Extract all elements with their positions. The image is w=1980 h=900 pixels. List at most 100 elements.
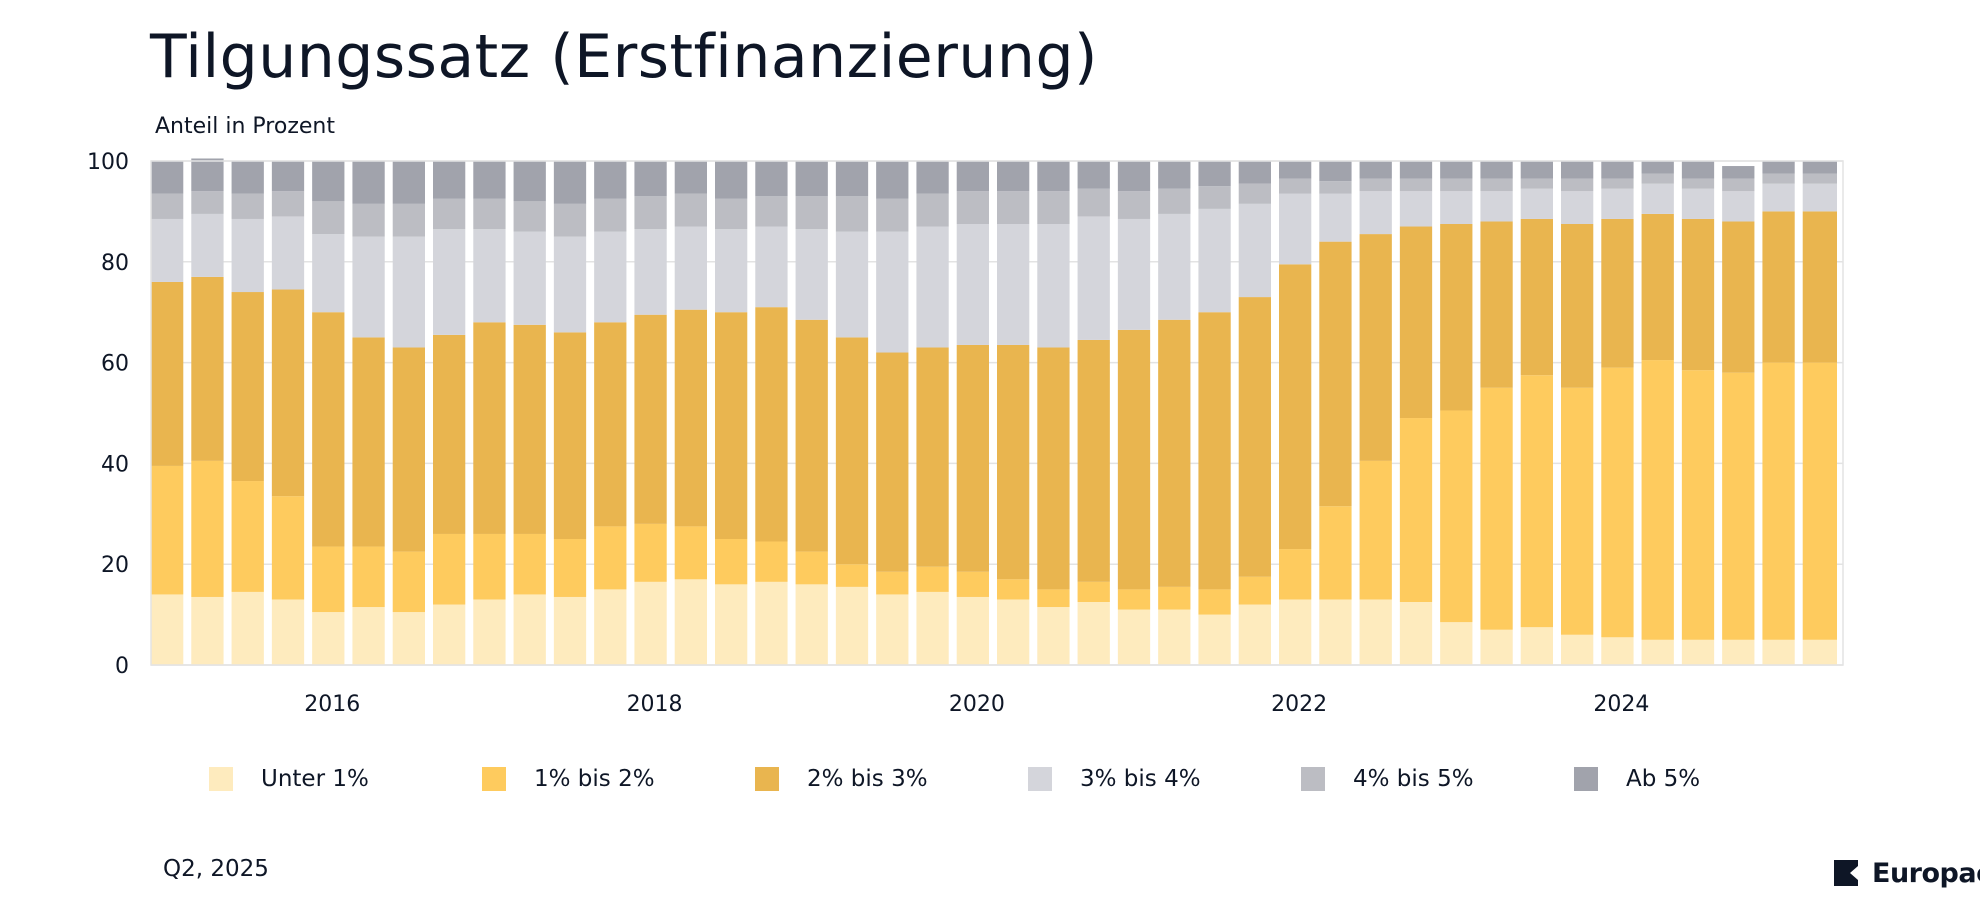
bar-segment <box>916 161 949 194</box>
bar-segment <box>876 231 909 353</box>
bar-segment <box>835 161 869 197</box>
bar-segment <box>634 161 667 197</box>
bar-segment <box>433 334 466 534</box>
bar-segment <box>997 161 1030 192</box>
bar-segment <box>1520 627 1553 665</box>
bar-segment <box>956 191 989 224</box>
bar-segment <box>1158 586 1191 610</box>
x-tick-label: 2016 <box>304 692 360 717</box>
bar-segment <box>1601 188 1634 219</box>
bar-segment <box>594 231 627 323</box>
bar-segment <box>674 161 707 194</box>
bar-segment <box>1279 264 1312 550</box>
bar-segment <box>191 596 224 665</box>
bar-segment <box>916 226 949 348</box>
bar-segment <box>1319 241 1352 507</box>
chart-title: Tilgungssatz (Erstfinanzierung) <box>150 22 1098 92</box>
legend-label: 1% bis 2% <box>534 766 655 792</box>
bar-segment <box>231 161 264 194</box>
bar-segment <box>1037 607 1070 665</box>
bar-segment <box>433 161 466 199</box>
bar-segment <box>1238 576 1271 605</box>
bar-segment <box>151 161 184 194</box>
bar-segment <box>191 460 224 597</box>
legend-label: 3% bis 4% <box>1080 766 1201 792</box>
bar-segment <box>795 319 828 552</box>
bar-segment <box>997 224 1030 345</box>
bar-segment <box>1681 639 1715 665</box>
bar-segment <box>1319 161 1352 182</box>
bar-segment <box>1037 161 1070 192</box>
x-tick-label: 2020 <box>949 692 1005 717</box>
bar-segment <box>755 161 788 197</box>
bar-segment <box>553 596 587 665</box>
bar-segment <box>1601 637 1634 665</box>
bar-segment <box>1359 599 1392 665</box>
bar-segment <box>1520 178 1553 189</box>
bar-segment <box>392 612 425 665</box>
bar-segment <box>352 236 385 338</box>
bar-segment <box>674 579 707 665</box>
bar-segment <box>1359 460 1392 600</box>
bar-segment <box>755 196 788 227</box>
bar-segment <box>1802 161 1837 174</box>
bar-segment <box>392 551 425 613</box>
bar-segment <box>1722 372 1755 640</box>
brand-name: Europace <box>1872 858 1980 889</box>
bar-segment <box>997 344 1030 580</box>
bar-segment <box>674 193 707 227</box>
bar-segment <box>1158 161 1191 189</box>
bar-segment <box>151 594 184 665</box>
bar-segment <box>1399 226 1433 419</box>
bar-segment <box>1802 183 1837 212</box>
bar-segment <box>392 203 425 237</box>
bar-segment <box>1198 312 1231 590</box>
bar-segment <box>1601 178 1634 189</box>
bar-segment <box>1762 183 1795 212</box>
bar-segment <box>594 161 627 199</box>
bar-segment <box>553 332 587 539</box>
legend-swatch <box>755 767 779 791</box>
bar-segment <box>755 581 788 665</box>
bar-segment <box>876 594 909 665</box>
bar-segment <box>1561 634 1594 665</box>
bar-segment <box>1037 347 1070 590</box>
bar-segment <box>1440 191 1473 224</box>
bar-segment <box>876 571 909 595</box>
bar-segment <box>1158 188 1191 214</box>
bar-segment <box>1359 234 1392 461</box>
bar-segment <box>1158 609 1191 665</box>
legend-label: 2% bis 3% <box>807 766 928 792</box>
bar-segment <box>1077 339 1110 582</box>
legend-swatch <box>1301 767 1325 791</box>
bar-segment <box>1681 161 1715 179</box>
y-tick-label: 20 <box>101 553 129 578</box>
bar-segment <box>1198 589 1231 615</box>
bar-segment <box>1641 183 1674 214</box>
bar-segment <box>151 281 184 466</box>
bar-segment <box>312 546 345 613</box>
bar-segment <box>1319 506 1352 600</box>
bar-segment <box>553 539 587 597</box>
bar-segment <box>352 546 385 608</box>
bar-segment <box>715 312 748 539</box>
bar-segment <box>1762 211 1795 363</box>
bar-segment <box>1480 178 1513 192</box>
bar-segment <box>271 289 305 497</box>
bar-segment <box>956 596 989 665</box>
bar-segment <box>1359 191 1392 235</box>
bar-segment <box>312 201 345 235</box>
bar-segment <box>1037 191 1070 224</box>
bar-segment <box>594 589 627 665</box>
bar-segment <box>1117 609 1151 665</box>
bar-segment <box>271 191 305 217</box>
plot-frame <box>150 160 1844 666</box>
legend-label: Ab 5% <box>1626 766 1701 792</box>
bar-segment <box>1561 161 1594 179</box>
bar-segment <box>674 226 707 310</box>
bar-segment <box>1077 216 1110 340</box>
bar-segment <box>1641 639 1674 665</box>
y-axis-label: Anteil in Prozent <box>155 114 335 139</box>
bar-segment <box>1117 161 1151 192</box>
bar-segment <box>715 198 748 230</box>
